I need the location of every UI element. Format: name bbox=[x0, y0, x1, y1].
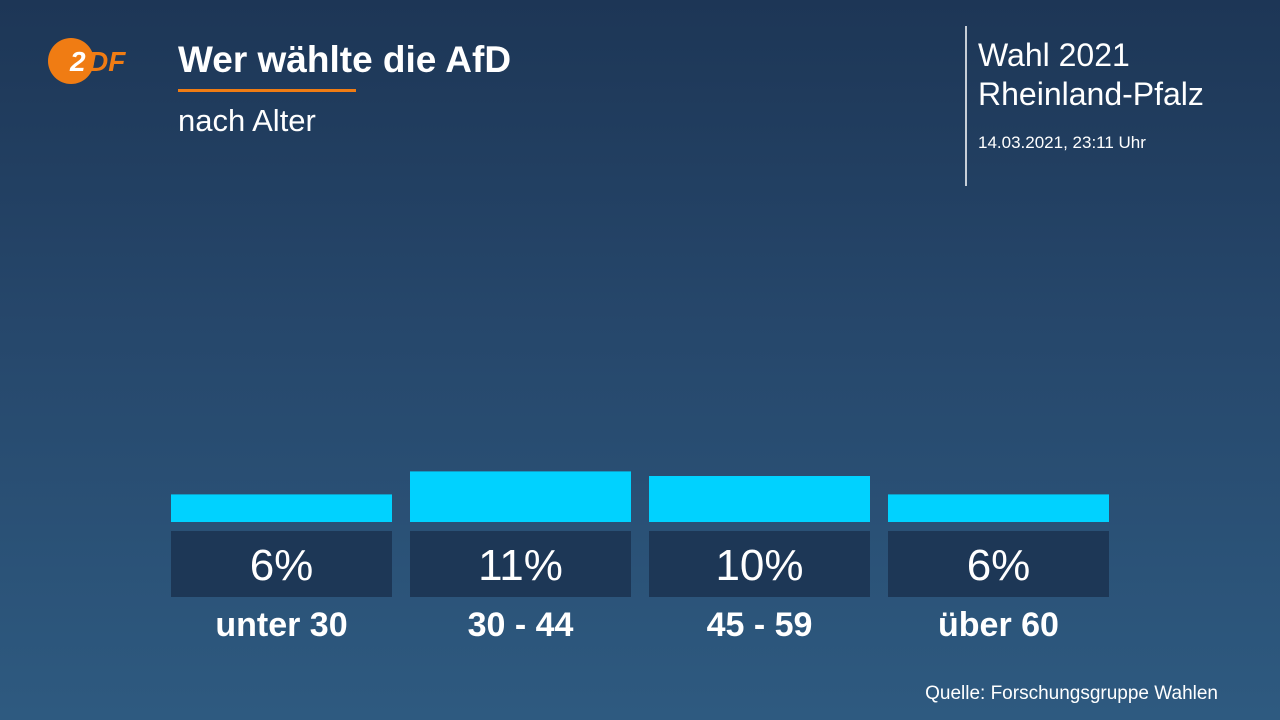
election-region: Rheinland-Pfalz bbox=[978, 76, 1204, 112]
value-label-0: 6% bbox=[250, 541, 314, 590]
category-label-0: unter 30 bbox=[215, 606, 347, 644]
page-subtitle: nach Alter bbox=[178, 103, 316, 138]
bar-3 bbox=[888, 494, 1109, 522]
page-title: Wer wählte die AfD bbox=[178, 39, 512, 80]
value-label-1: 11% bbox=[478, 541, 563, 590]
zdf-logo-mark: 2 DF bbox=[48, 38, 126, 84]
svg-text:DF: DF bbox=[88, 46, 126, 77]
zdf-logo: 2 DF bbox=[48, 38, 138, 84]
value-box-3 bbox=[888, 531, 1109, 597]
value-box-0 bbox=[171, 531, 392, 597]
bar-2 bbox=[649, 476, 870, 522]
header-divider bbox=[965, 26, 967, 186]
value-box-1 bbox=[410, 531, 631, 597]
source-note: Quelle: Forschungsgruppe Wahlen bbox=[925, 683, 1218, 704]
title-underline bbox=[178, 89, 356, 92]
election-info: Wahl 2021 Rheinland-Pfalz bbox=[978, 36, 1204, 114]
svg-text:2: 2 bbox=[69, 46, 86, 77]
value-box-2 bbox=[649, 531, 870, 597]
timestamp: 14.03.2021, 23:11 Uhr bbox=[978, 133, 1146, 152]
election-name: Wahl 2021 bbox=[978, 37, 1130, 73]
category-label-3: über 60 bbox=[938, 606, 1059, 644]
category-label-1: 30 - 44 bbox=[468, 606, 574, 644]
category-label-2: 45 - 59 bbox=[707, 606, 813, 644]
value-label-2: 10% bbox=[715, 541, 803, 590]
bar-0 bbox=[171, 494, 392, 522]
value-label-3: 6% bbox=[967, 541, 1031, 590]
bar-1 bbox=[410, 471, 631, 522]
